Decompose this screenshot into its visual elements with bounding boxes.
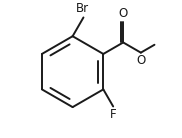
Text: O: O bbox=[137, 54, 146, 67]
Text: Br: Br bbox=[76, 2, 89, 15]
Text: O: O bbox=[119, 7, 128, 20]
Text: F: F bbox=[110, 108, 116, 121]
